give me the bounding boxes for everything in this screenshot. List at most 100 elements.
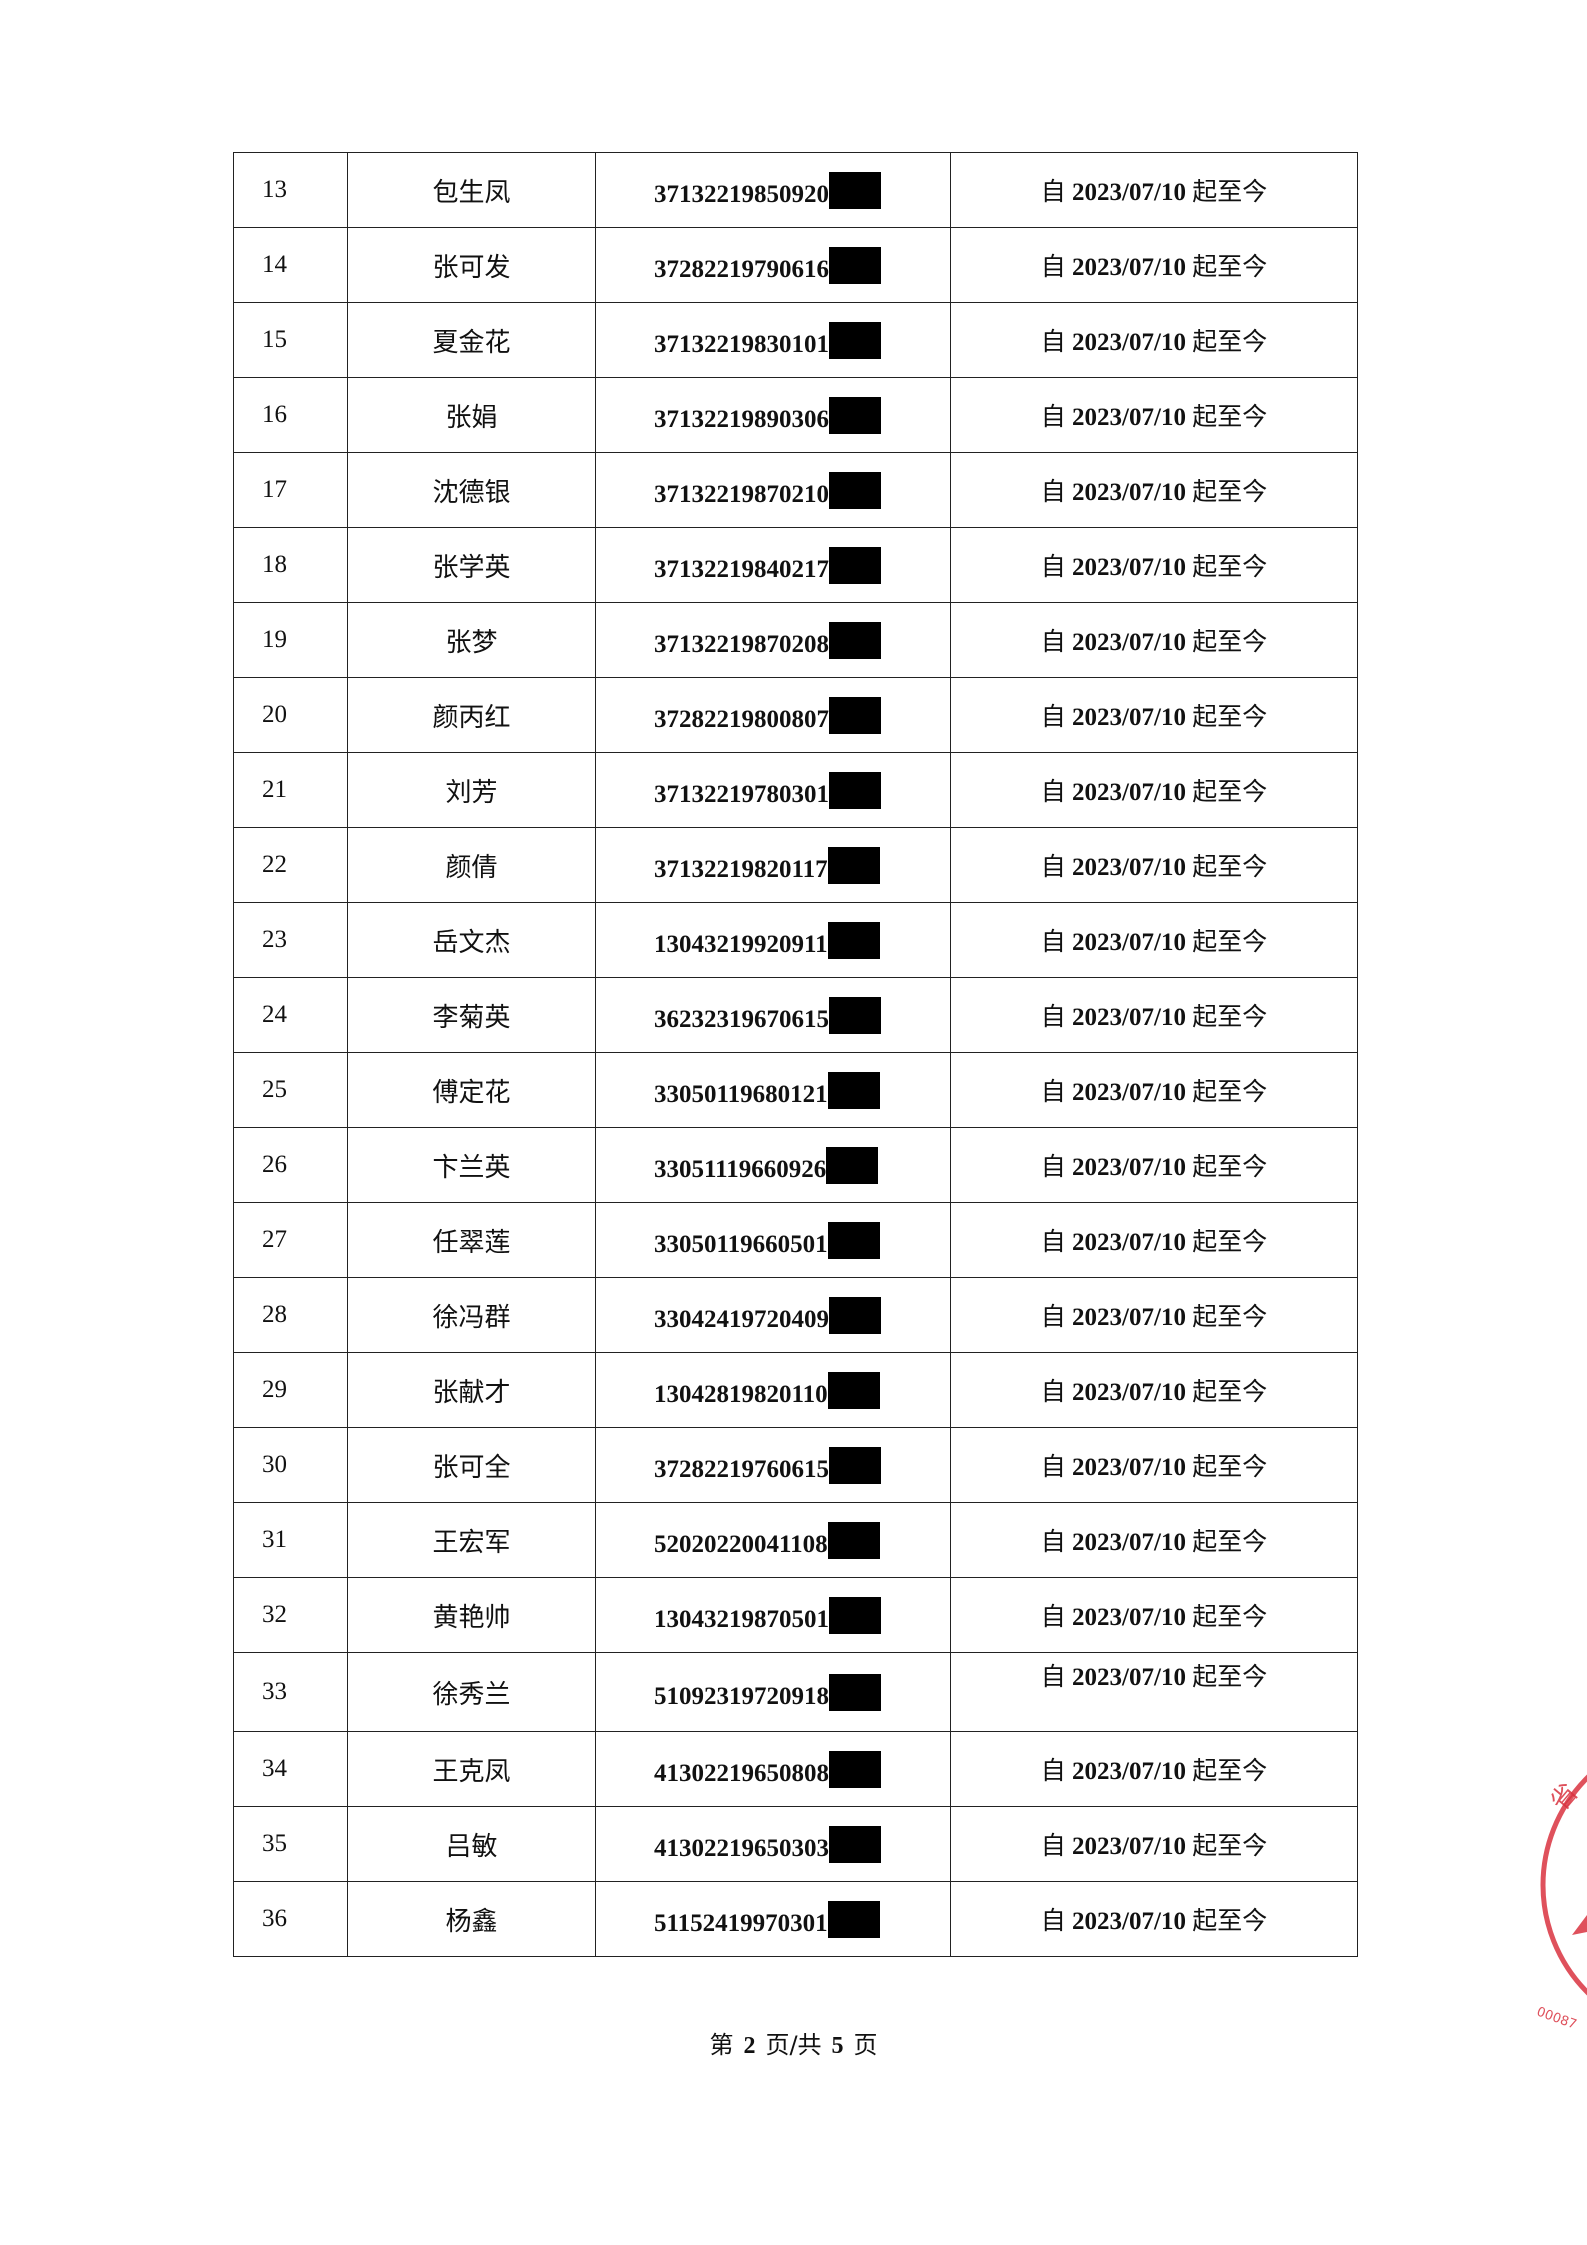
footer-mid: 页/共 bbox=[765, 2031, 822, 2059]
person-name: 杨鑫 bbox=[347, 1881, 596, 1957]
date-prefix: 自 bbox=[1040, 179, 1066, 206]
start-date: 2023/07/10 bbox=[1072, 854, 1186, 881]
svg-text:00087: 00087 bbox=[1535, 2005, 1579, 2033]
redaction-box bbox=[827, 921, 880, 959]
table-row: 17 沈德银 37132219870210 自 2023/07/10 起至今 bbox=[233, 452, 1358, 528]
date-suffix: 起至今 bbox=[1192, 1379, 1268, 1406]
table-row: 29 张献才 13042819820110 自 2023/07/10 起至今 bbox=[233, 1352, 1358, 1428]
start-date: 2023/07/10 bbox=[1072, 704, 1186, 731]
row-number: 22 bbox=[233, 827, 348, 903]
date-prefix: 自 bbox=[1040, 1304, 1066, 1331]
person-name: 傅定花 bbox=[347, 1052, 596, 1128]
id-number-cell: 37132219850920 bbox=[595, 152, 951, 228]
date-prefix: 自 bbox=[1040, 1908, 1066, 1935]
start-date: 2023/07/10 bbox=[1072, 254, 1186, 281]
id-number-cell: 37132219890306 bbox=[595, 377, 951, 453]
date-prefix: 自 bbox=[1040, 1664, 1066, 1691]
date-cell: 自 2023/07/10 起至今 bbox=[950, 452, 1358, 528]
table-row: 35 吕敏 41302219650303 自 2023/07/10 起至今 bbox=[233, 1806, 1358, 1882]
id-number-cell: 52020220041108 bbox=[595, 1502, 951, 1578]
date-prefix: 自 bbox=[1040, 1379, 1066, 1406]
date-suffix: 起至今 bbox=[1192, 1079, 1268, 1106]
id-number-cell: 51092319720918 bbox=[595, 1652, 951, 1732]
person-name: 李菊英 bbox=[347, 977, 596, 1053]
table-row: 22 颜倩 37132219820117 自 2023/07/10 起至今 bbox=[233, 827, 1358, 903]
table-row: 36 杨鑫 51152419970301 自 2023/07/10 起至今 bbox=[233, 1881, 1358, 1957]
date-cell: 自 2023/07/10 起至今 bbox=[950, 1352, 1358, 1428]
id-number-cell: 33051119660926 bbox=[595, 1127, 951, 1203]
date-cell: 自 2023/07/10 起至今 bbox=[950, 677, 1358, 753]
row-number: 18 bbox=[233, 527, 348, 603]
date-suffix: 起至今 bbox=[1192, 1908, 1268, 1935]
redaction-box bbox=[829, 996, 881, 1034]
date-suffix: 起至今 bbox=[1192, 254, 1268, 281]
start-date: 2023/07/10 bbox=[1072, 179, 1186, 206]
person-name: 任翠莲 bbox=[347, 1202, 596, 1278]
start-date: 2023/07/10 bbox=[1072, 1758, 1186, 1785]
date-prefix: 自 bbox=[1040, 1454, 1066, 1481]
id-number-cell: 37282219790616 bbox=[595, 227, 951, 303]
id-number: 37132219890306 bbox=[654, 405, 829, 433]
date-suffix: 起至今 bbox=[1192, 704, 1268, 731]
date-prefix: 自 bbox=[1040, 1154, 1066, 1181]
date-suffix: 起至今 bbox=[1192, 179, 1268, 206]
date-cell: 自 2023/07/10 起至今 bbox=[950, 977, 1358, 1053]
id-number-cell: 33050119680121 bbox=[595, 1052, 951, 1128]
date-suffix: 起至今 bbox=[1192, 1229, 1268, 1256]
official-seal: 省 00087 bbox=[1535, 1774, 1587, 2033]
start-date: 2023/07/10 bbox=[1072, 404, 1186, 431]
id-number: 37282219800807 bbox=[654, 705, 829, 733]
id-number: 41302219650808 bbox=[654, 1759, 829, 1787]
date-suffix: 起至今 bbox=[1192, 1604, 1268, 1631]
start-date: 2023/07/10 bbox=[1072, 1833, 1186, 1860]
date-prefix: 自 bbox=[1040, 254, 1066, 281]
start-date: 2023/07/10 bbox=[1072, 1454, 1186, 1481]
date-suffix: 起至今 bbox=[1192, 1758, 1268, 1785]
person-name: 张可全 bbox=[347, 1427, 596, 1503]
redaction-box bbox=[827, 1071, 880, 1109]
date-cell: 自 2023/07/10 起至今 bbox=[950, 1052, 1358, 1128]
date-cell: 自 2023/07/10 起至今 bbox=[950, 827, 1358, 903]
date-cell: 自 2023/07/10 起至今 bbox=[950, 752, 1358, 828]
start-date: 2023/07/10 bbox=[1072, 554, 1186, 581]
start-date: 2023/07/10 bbox=[1072, 1079, 1186, 1106]
row-number: 28 bbox=[233, 1277, 348, 1353]
id-number-cell: 37282219760615 bbox=[595, 1427, 951, 1503]
start-date: 2023/07/10 bbox=[1072, 929, 1186, 956]
row-number: 21 bbox=[233, 752, 348, 828]
date-prefix: 自 bbox=[1040, 554, 1066, 581]
id-number: 37132219870208 bbox=[654, 630, 829, 658]
id-number: 33050119660501 bbox=[654, 1230, 828, 1258]
date-prefix: 自 bbox=[1040, 1833, 1066, 1860]
date-suffix: 起至今 bbox=[1192, 554, 1268, 581]
row-number: 29 bbox=[233, 1352, 348, 1428]
row-number: 14 bbox=[233, 227, 348, 303]
date-suffix: 起至今 bbox=[1192, 1004, 1268, 1031]
date-cell: 自 2023/07/10 起至今 bbox=[950, 1731, 1358, 1807]
start-date: 2023/07/10 bbox=[1072, 1004, 1186, 1031]
start-date: 2023/07/10 bbox=[1072, 1908, 1186, 1935]
start-date: 2023/07/10 bbox=[1072, 1529, 1186, 1556]
date-prefix: 自 bbox=[1040, 779, 1066, 806]
redaction-box bbox=[829, 771, 881, 809]
person-name: 张娟 bbox=[347, 377, 596, 453]
id-number-cell: 37282219800807 bbox=[595, 677, 951, 753]
id-number: 51092319720918 bbox=[654, 1682, 829, 1710]
person-name: 卞兰英 bbox=[347, 1127, 596, 1203]
id-number: 37282219790616 bbox=[654, 255, 829, 283]
date-prefix: 自 bbox=[1040, 1079, 1066, 1106]
person-name: 张学英 bbox=[347, 527, 596, 603]
redaction-box bbox=[829, 696, 881, 734]
table-row: 15 夏金花 37132219830101 自 2023/07/10 起至今 bbox=[233, 302, 1358, 378]
redaction-box bbox=[829, 546, 881, 584]
date-cell: 自 2023/07/10 起至今 bbox=[950, 1502, 1358, 1578]
id-number-cell: 13043219870501 bbox=[595, 1577, 951, 1653]
table-row: 16 张娟 37132219890306 自 2023/07/10 起至今 bbox=[233, 377, 1358, 453]
row-number: 27 bbox=[233, 1202, 348, 1278]
id-number: 37132219830101 bbox=[654, 330, 829, 358]
date-suffix: 起至今 bbox=[1192, 1833, 1268, 1860]
row-number: 23 bbox=[233, 902, 348, 978]
redaction-box bbox=[827, 846, 880, 884]
row-number: 15 bbox=[233, 302, 348, 378]
id-number: 37132219870210 bbox=[654, 480, 829, 508]
